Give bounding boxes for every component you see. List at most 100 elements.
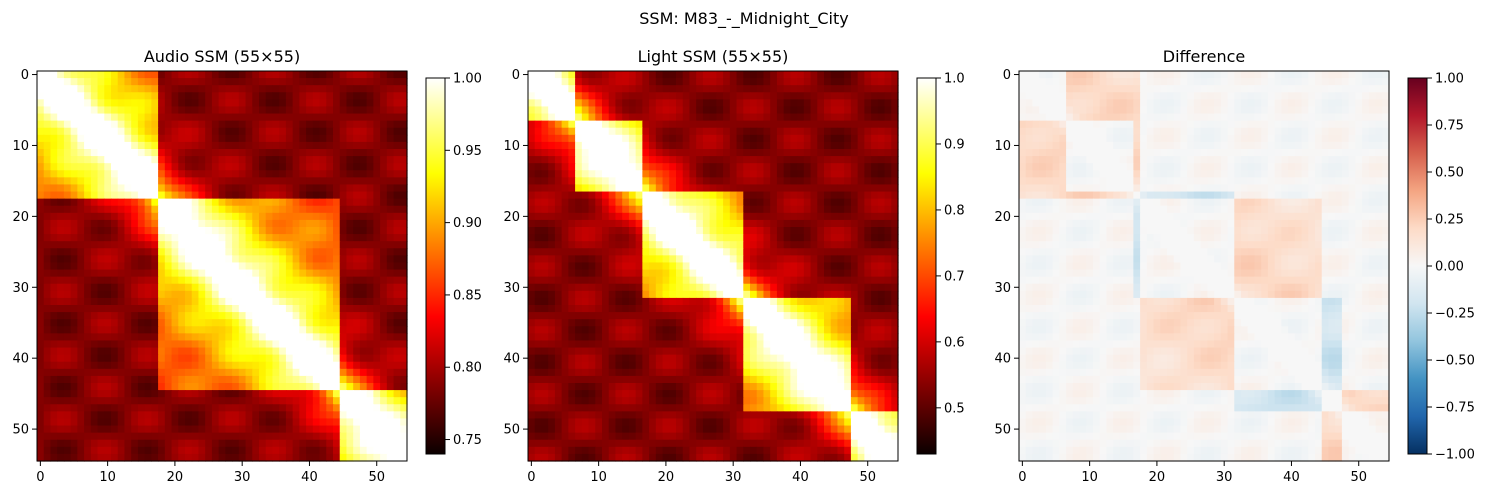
heatmap-cell xyxy=(104,305,112,313)
heatmap-cell xyxy=(608,219,617,228)
heatmap-cell xyxy=(57,92,65,100)
heatmap-cell xyxy=(84,297,92,306)
heatmap-cell xyxy=(50,248,58,256)
heatmap-cell xyxy=(84,156,92,164)
heatmap-cell xyxy=(111,191,119,200)
heatmap-cell xyxy=(84,333,92,342)
heatmap-cell xyxy=(400,191,408,200)
heatmap-cell xyxy=(850,276,859,285)
heatmap-cell xyxy=(790,120,798,129)
heatmap-cell xyxy=(77,212,85,221)
heatmap-cell xyxy=(77,255,85,264)
heatmap-cell xyxy=(90,163,99,171)
heatmap-cell xyxy=(608,234,617,242)
heatmap-cell xyxy=(171,141,179,150)
heatmap-cell xyxy=(292,269,300,278)
heatmap-cell xyxy=(723,149,731,157)
heatmap-cell xyxy=(185,156,193,164)
heatmap-cell xyxy=(57,439,65,448)
heatmap-cell xyxy=(844,255,852,264)
heatmap-cell xyxy=(353,134,361,143)
heatmap-cell xyxy=(380,319,388,327)
heatmap-cell xyxy=(696,234,704,242)
heatmap-cell xyxy=(615,219,623,228)
heatmap-cell xyxy=(676,99,684,108)
heatmap-cell xyxy=(211,418,220,427)
heatmap-cell xyxy=(178,290,186,299)
heatmap-cell xyxy=(198,184,206,193)
heatmap-cell xyxy=(817,205,825,214)
heatmap-cell xyxy=(191,319,200,327)
heatmap-cell xyxy=(346,71,354,79)
heatmap-cell xyxy=(702,163,711,171)
heatmap-cell xyxy=(844,234,852,242)
heatmap-cell xyxy=(198,326,206,334)
heatmap-cell xyxy=(615,269,623,278)
heatmap-cell xyxy=(171,404,179,412)
heatmap-cell xyxy=(386,340,395,349)
heatmap-cell xyxy=(776,113,785,122)
heatmap-cell xyxy=(70,205,78,214)
heatmap-cell xyxy=(602,227,610,235)
heatmap-cell xyxy=(43,375,52,384)
heatmap-cell xyxy=(43,113,52,122)
heatmap-cell xyxy=(144,283,152,292)
heatmap-cell xyxy=(554,92,563,100)
heatmap-cell xyxy=(608,141,617,150)
heatmap-cell xyxy=(259,276,267,285)
heatmap-cell xyxy=(57,312,65,320)
heatmap-cell xyxy=(70,127,78,136)
heatmap-cell xyxy=(124,340,132,349)
heatmap-cell xyxy=(803,163,812,171)
heatmap-cell xyxy=(884,134,892,143)
heatmap-cell xyxy=(790,156,798,164)
heatmap-cell xyxy=(534,113,543,122)
heatmap-cell xyxy=(346,219,354,228)
heatmap-cell xyxy=(104,163,112,171)
heatmap-cell xyxy=(723,198,731,207)
heatmap-cell xyxy=(528,283,536,292)
heatmap-cell xyxy=(232,375,240,384)
heatmap-cell xyxy=(90,205,99,214)
heatmap-cell xyxy=(185,404,193,412)
heatmap-cell xyxy=(702,283,711,292)
heatmap-cell xyxy=(90,255,99,264)
heatmap-cell xyxy=(191,191,200,200)
heatmap-cell xyxy=(635,262,643,271)
heatmap-cell xyxy=(380,241,388,249)
heatmap-cell xyxy=(400,404,408,412)
heatmap-cell xyxy=(622,156,630,164)
heatmap-cell xyxy=(676,219,684,228)
heatmap-cell xyxy=(850,85,859,93)
heatmap-cell xyxy=(817,141,825,150)
heatmap-cell xyxy=(756,184,765,193)
heatmap-cell xyxy=(104,404,112,412)
heatmap-cell xyxy=(292,106,300,115)
heatmap-cell xyxy=(198,92,206,100)
heatmap-cell xyxy=(151,297,159,306)
heatmap-cell xyxy=(541,262,549,271)
heatmap-cell xyxy=(750,290,758,299)
heatmap-cell xyxy=(272,234,280,242)
heatmap-cell xyxy=(84,170,92,178)
heatmap-cell xyxy=(608,120,617,129)
heatmap-cell xyxy=(104,347,112,356)
heatmap-cell xyxy=(346,305,354,313)
heatmap-cell xyxy=(43,290,52,299)
heatmap-cell xyxy=(628,248,637,256)
heatmap-cell xyxy=(279,425,287,434)
heatmap-cell xyxy=(723,134,731,143)
heatmap-cell xyxy=(830,184,839,193)
heatmap-cell xyxy=(380,411,388,420)
heatmap-cell xyxy=(245,205,253,214)
heatmap-cell xyxy=(205,127,213,136)
heatmap-cell xyxy=(191,227,200,235)
heatmap-cell xyxy=(218,297,226,306)
heatmap-cell xyxy=(70,297,78,306)
heatmap-cell xyxy=(43,411,52,420)
heatmap-cell xyxy=(299,446,307,455)
heatmap-cell xyxy=(211,262,220,271)
heatmap-cell xyxy=(171,120,179,129)
heatmap-cell xyxy=(682,255,691,264)
heatmap-cell xyxy=(359,340,368,349)
